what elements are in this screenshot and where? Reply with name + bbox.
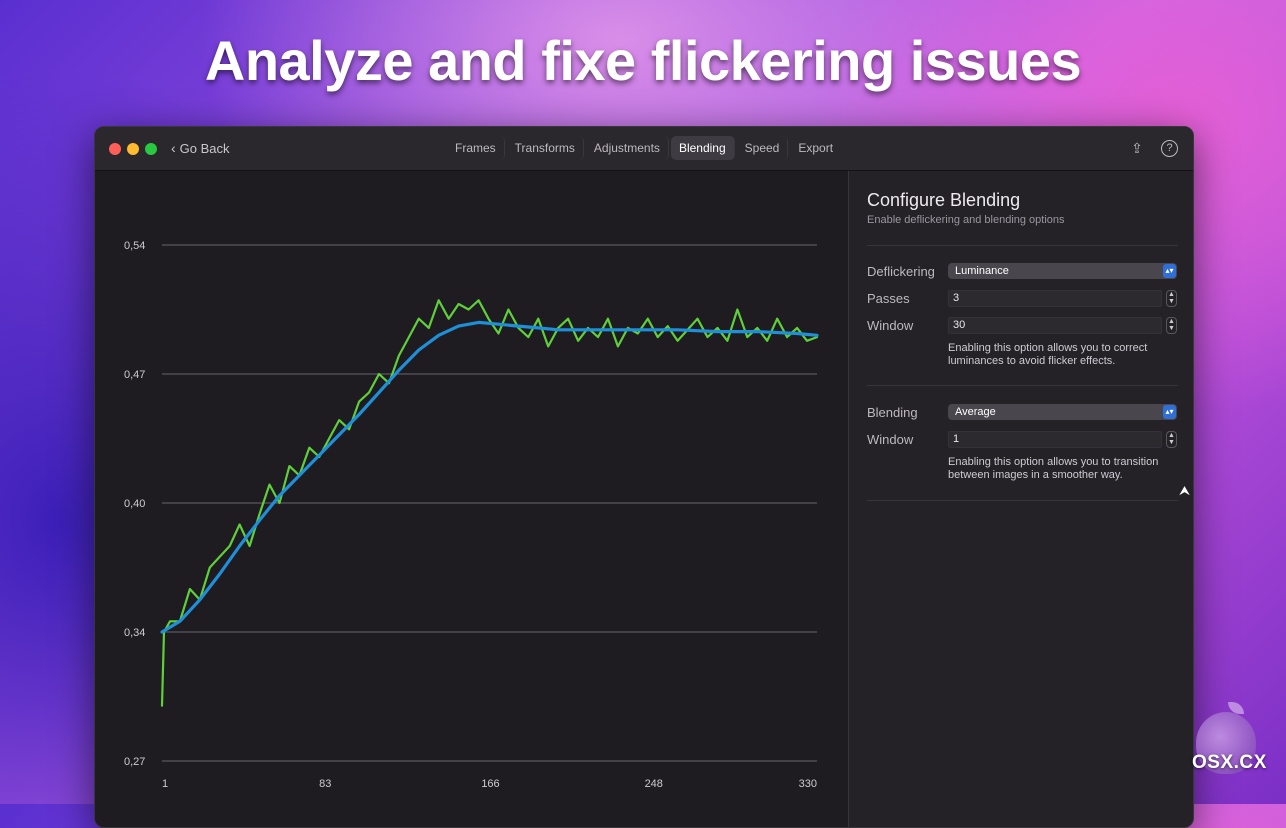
divider bbox=[867, 385, 1178, 386]
app-window: ‹ Go Back Frames Transforms Adjustments B… bbox=[94, 126, 1194, 828]
blending-label: Blending bbox=[867, 405, 918, 420]
tab-speed[interactable]: Speed bbox=[737, 136, 789, 160]
help-icon[interactable]: ? bbox=[1161, 140, 1178, 157]
deflickering-select[interactable]: Luminance ▴▾ bbox=[948, 263, 1177, 279]
panel-title: Configure Blending bbox=[867, 190, 1021, 210]
raw-luminance-series bbox=[160, 299, 819, 707]
minimize-window-button[interactable] bbox=[127, 143, 139, 155]
select-arrows-icon: ▴▾ bbox=[1163, 264, 1176, 278]
deflicker-window-label: Window bbox=[867, 318, 914, 333]
watermark-logo: OSX.CX bbox=[1192, 700, 1282, 800]
mouse-pointer-icon: ⮝ bbox=[1179, 483, 1191, 498]
blending-window-input[interactable]: 1 bbox=[948, 431, 1162, 448]
tab-blending[interactable]: Blending bbox=[670, 136, 735, 160]
deflicker-window-stepper[interactable]: ▲ ▼ bbox=[1166, 317, 1177, 334]
watermark-text: OSX.CX bbox=[1192, 752, 1267, 773]
tab-adjustments[interactable]: Adjustments bbox=[586, 136, 669, 160]
blending-window-stepper[interactable]: ▲ ▼ bbox=[1166, 431, 1177, 448]
tab-bar: Frames Transforms Adjustments Blending S… bbox=[447, 136, 843, 160]
deflickering-help: Enabling this option allows you to corre… bbox=[948, 342, 1148, 367]
deflicker-window-input[interactable]: 30 bbox=[948, 317, 1162, 334]
y-tick-label: 0,34 bbox=[124, 627, 145, 639]
titlebar: ‹ Go Back Frames Transforms Adjustments B… bbox=[95, 127, 1193, 171]
x-tick-label: 248 bbox=[645, 778, 663, 790]
tab-transforms[interactable]: Transforms bbox=[507, 136, 584, 160]
luminance-chart: 0,54 0,47 0,40 0,34 0,27 1 83 166 248 330 bbox=[124, 240, 819, 790]
passes-stepper[interactable]: ▲ ▼ bbox=[1166, 290, 1177, 307]
go-back-button[interactable]: ‹ Go Back bbox=[171, 140, 230, 156]
chevron-left-icon: ‹ bbox=[171, 140, 176, 156]
y-tick-label: 0,47 bbox=[124, 369, 145, 381]
apple-leaf-icon bbox=[1228, 702, 1244, 714]
panel-subtitle: Enable deflickering and blending options bbox=[867, 214, 1065, 226]
tab-frames[interactable]: Frames bbox=[447, 136, 505, 160]
close-window-button[interactable] bbox=[109, 143, 121, 155]
blending-value: Average bbox=[955, 406, 996, 418]
x-tick-label: 1 bbox=[162, 778, 168, 790]
blending-help: Enabling this option allows you to trans… bbox=[948, 456, 1159, 481]
divider bbox=[867, 245, 1178, 246]
blending-window-label: Window bbox=[867, 432, 914, 447]
deflickering-label: Deflickering bbox=[867, 264, 935, 279]
x-tick-label: 83 bbox=[319, 778, 331, 790]
zoom-window-button[interactable] bbox=[145, 143, 157, 155]
y-tick-label: 0,54 bbox=[124, 240, 145, 252]
go-back-label: Go Back bbox=[179, 141, 230, 156]
passes-label: Passes bbox=[867, 291, 910, 306]
y-tick-label: 0,40 bbox=[124, 498, 145, 510]
apple-icon bbox=[1196, 712, 1256, 774]
blending-select[interactable]: Average ▴▾ bbox=[948, 404, 1177, 420]
configure-blending-panel: Configure Blending Enable deflickering a… bbox=[848, 171, 1193, 827]
select-arrows-icon: ▴▾ bbox=[1163, 405, 1176, 419]
headline: Analyze and fixe flickering issues bbox=[204, 29, 1082, 92]
tab-export[interactable]: Export bbox=[798, 141, 834, 155]
chart-pane: 0,54 0,47 0,40 0,34 0,27 1 83 166 248 330 bbox=[95, 171, 847, 827]
deflickering-value: Luminance bbox=[955, 265, 1009, 277]
x-tick-label: 330 bbox=[799, 778, 817, 790]
x-tick-label: 166 bbox=[481, 778, 499, 790]
y-tick-label: 0,27 bbox=[124, 756, 145, 768]
passes-input[interactable]: 3 bbox=[948, 290, 1162, 307]
smoothed-luminance-series bbox=[160, 320, 819, 634]
share-icon[interactable]: ⇪ bbox=[1131, 140, 1143, 156]
divider bbox=[867, 500, 1178, 501]
